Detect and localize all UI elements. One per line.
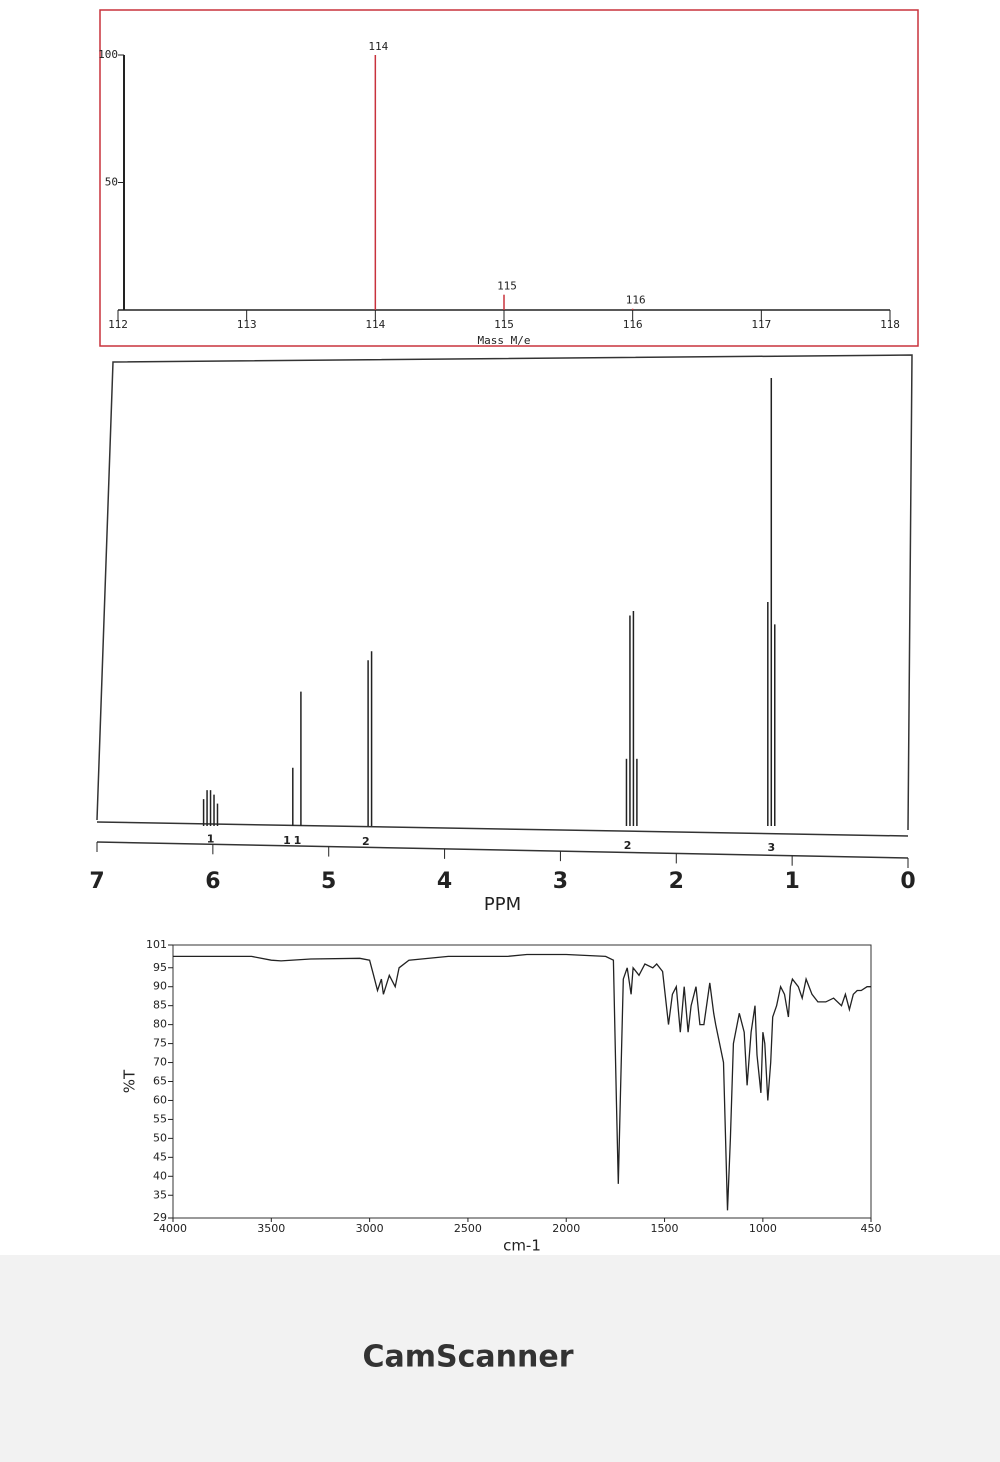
y-tick-label: 101 [146, 938, 167, 951]
nmr-frame [96, 354, 913, 831]
y-axis-label: %T [121, 1069, 139, 1093]
integral-label: 1 [283, 834, 291, 847]
peak-label: 114 [368, 40, 388, 53]
integral-label: 1 [207, 833, 215, 846]
x-tick-label: 1000 [749, 1222, 777, 1235]
y-tick-label: 90 [153, 980, 167, 993]
x-tick-label: 114 [365, 318, 385, 331]
x-tick-label: 1 [784, 869, 799, 894]
x-tick-label: 115 [494, 318, 514, 331]
integral-label: 3 [767, 841, 775, 854]
y-tick-label: 65 [153, 1075, 167, 1088]
x-tick-label: 116 [623, 318, 643, 331]
y-tick-label: 45 [153, 1150, 167, 1163]
y-tick-label: 29 [153, 1211, 167, 1224]
y-tick-label: 70 [153, 1056, 167, 1069]
y-tick-label: 60 [153, 1093, 167, 1106]
x-tick-label: 1500 [651, 1222, 679, 1235]
y-tick-label: 50 [153, 1131, 167, 1144]
y-tick-label: 80 [153, 1018, 167, 1031]
integral-label: 2 [624, 839, 632, 852]
y-tick-label: 75 [153, 1037, 167, 1050]
x-tick-label: 5 [321, 869, 336, 894]
x-tick-label: 450 [861, 1222, 882, 1235]
x-tick-label: 3000 [356, 1222, 384, 1235]
x-tick-label: 4000 [159, 1222, 187, 1235]
x-axis-label: Mass M/e [478, 334, 531, 347]
integral-label: 1 [294, 834, 302, 847]
x-axis-label: PPM [484, 894, 521, 915]
x-tick-label: 3 [553, 869, 568, 894]
y-tick-label: 35 [153, 1188, 167, 1201]
peak-label: 115 [497, 280, 517, 293]
y-tick-label: 95 [153, 961, 167, 974]
x-tick-label: 2000 [552, 1222, 580, 1235]
y-tick-label: 85 [153, 999, 167, 1012]
y-tick-label: 100 [98, 48, 118, 61]
x-tick-label: 7 [89, 869, 104, 894]
y-tick-label: 55 [153, 1112, 167, 1125]
x-tick-label: 2500 [454, 1222, 482, 1235]
y-tick-label: 40 [153, 1169, 167, 1182]
y-tick-label: 50 [105, 176, 118, 189]
x-tick-label: 3500 [257, 1222, 285, 1235]
footer-band [0, 1255, 1000, 1462]
x-tick-label: 2 [669, 869, 684, 894]
nmr-axis [96, 841, 909, 859]
x-tick-label: 118 [880, 318, 900, 331]
x-tick-label: 112 [108, 318, 128, 331]
footer-text: CamScanner [362, 1340, 573, 1375]
x-tick-label: 113 [237, 318, 257, 331]
nmr-baseline [96, 821, 909, 837]
integral-label: 2 [362, 835, 370, 848]
x-tick-label: 117 [751, 318, 771, 331]
x-tick-label: 4 [437, 869, 452, 894]
x-axis-label: cm-1 [503, 1237, 541, 1255]
mass-frame [99, 9, 919, 347]
peak-label: 116 [626, 294, 646, 307]
x-tick-label: 0 [900, 869, 915, 894]
spectrum-line [173, 953, 871, 1211]
x-tick-label: 6 [205, 869, 220, 894]
